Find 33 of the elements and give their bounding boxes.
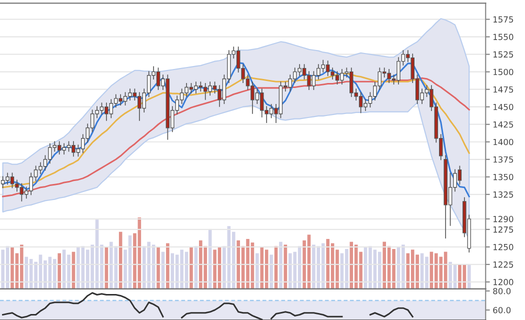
y-tick-label: 80.0 bbox=[493, 288, 511, 294]
bar bbox=[321, 243, 325, 289]
y-tick-label: 1375 bbox=[493, 156, 514, 163]
y-tick-label: 1275 bbox=[493, 226, 514, 233]
bar bbox=[190, 248, 193, 289]
bar bbox=[270, 254, 273, 289]
y-tick-label: 1290 bbox=[493, 216, 514, 222]
y-tick-label: 1325 bbox=[493, 191, 514, 198]
bar bbox=[24, 256, 28, 289]
y-tick-label: 1575 bbox=[493, 16, 514, 23]
bar bbox=[467, 264, 471, 289]
bar bbox=[382, 242, 386, 289]
bar bbox=[256, 253, 259, 289]
bar bbox=[378, 252, 382, 289]
y-tick-label: 1250 bbox=[493, 244, 514, 250]
bar bbox=[52, 258, 56, 289]
bar bbox=[156, 248, 160, 289]
y-tick-label: 1400 bbox=[493, 138, 514, 146]
y-tick-label: 1200 bbox=[493, 278, 514, 286]
bar bbox=[58, 253, 61, 289]
y-tick-label: 1450 bbox=[493, 104, 514, 110]
y-tick-label: 1500 bbox=[493, 68, 514, 76]
bar bbox=[279, 242, 282, 289]
bar bbox=[166, 243, 170, 289]
y-tick-label: 1550 bbox=[493, 34, 514, 40]
y-tick-label: 1425 bbox=[493, 121, 514, 128]
y-tick-label: 1525 bbox=[493, 51, 514, 58]
y-tick-label: 1350 bbox=[493, 174, 514, 180]
bar bbox=[350, 242, 354, 289]
y-tick-label: 1225 bbox=[493, 261, 514, 268]
y-tick-label: 60.0 bbox=[493, 306, 511, 314]
y-tick-label: 1475 bbox=[493, 86, 514, 93]
bar bbox=[260, 248, 264, 289]
